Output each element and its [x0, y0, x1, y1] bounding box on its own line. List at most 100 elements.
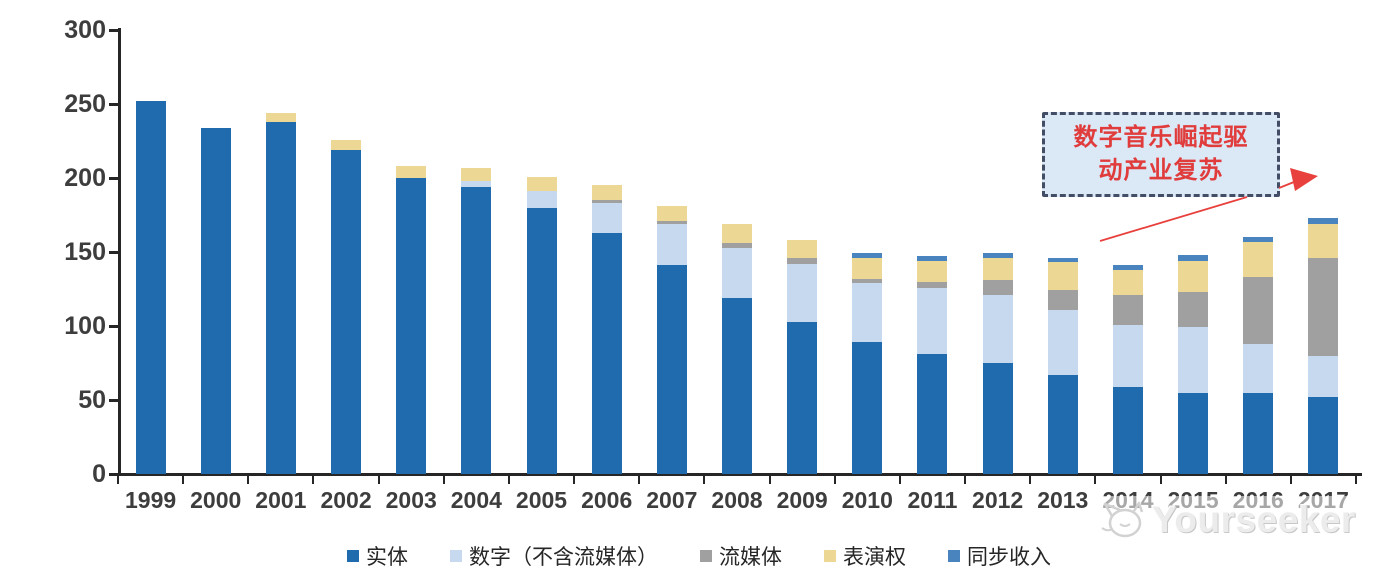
x-axis-tick	[898, 476, 901, 484]
watermark-logo-icon	[1101, 501, 1144, 538]
x-axis-label: 2002	[320, 487, 372, 513]
x-axis-tick	[768, 476, 771, 484]
bar-segment	[1112, 269, 1143, 295]
y-axis-label: 50	[78, 386, 106, 414]
bar-segment	[1308, 257, 1339, 356]
x-axis-label: 2012	[972, 487, 1024, 513]
bar-segment	[265, 112, 296, 122]
bar-segment	[1178, 327, 1209, 393]
bar-segment	[1178, 392, 1209, 474]
x-axis-tick	[1029, 476, 1032, 484]
bar-segment	[1178, 260, 1209, 292]
x-axis-tick	[442, 476, 445, 484]
bar-segment	[1112, 294, 1143, 325]
bar-segment	[656, 223, 687, 266]
bar-segment	[1047, 290, 1078, 310]
bar-segment	[656, 206, 687, 221]
bar-segment	[722, 297, 752, 474]
bar-segment	[1308, 397, 1339, 474]
bar-segment	[1243, 392, 1274, 474]
bar-segment	[1308, 217, 1339, 224]
x-axis-tick	[964, 476, 967, 484]
bar-segment	[1243, 241, 1274, 278]
legend-label: 实体	[366, 545, 408, 569]
bar-segment	[982, 257, 1013, 281]
bar-segment	[982, 253, 1013, 258]
x-axis-tick	[247, 476, 250, 484]
bar-segment	[787, 257, 818, 264]
y-axis-label: 100	[64, 312, 106, 340]
bar-segment	[1243, 237, 1274, 242]
y-axis-label: 150	[64, 238, 106, 266]
legend-label: 流媒体	[719, 545, 782, 569]
bar-segment	[852, 278, 883, 284]
bar-segment	[917, 260, 948, 282]
bar-segment	[1047, 262, 1078, 291]
x-axis-label: 2009	[776, 487, 828, 513]
x-axis-label: 2008	[711, 487, 763, 513]
y-axis-line	[118, 28, 121, 476]
watermark-text: Yourseeker	[1152, 499, 1356, 540]
bar-segment	[917, 287, 948, 355]
bar-segment	[526, 207, 557, 474]
x-axis-tick	[1289, 476, 1292, 484]
legend-item: 数字（不含流媒体）	[450, 541, 658, 571]
bar-segment	[917, 281, 948, 288]
bar-segment	[1112, 265, 1143, 270]
legend-item: 实体	[347, 541, 408, 571]
bar-segment	[917, 256, 948, 261]
bar-segment	[396, 166, 427, 178]
legend-marker	[347, 550, 359, 562]
x-axis-tick	[1224, 476, 1227, 484]
y-axis-tick	[109, 103, 118, 106]
bar-segment	[722, 247, 752, 298]
x-axis-line	[118, 473, 1362, 476]
bar-segment	[1112, 386, 1143, 474]
bar-segment	[591, 232, 622, 474]
x-axis-label: 2007	[646, 487, 698, 513]
bar-segment	[591, 185, 622, 201]
bar-segment	[1243, 343, 1274, 393]
bar-segment	[787, 263, 818, 322]
y-axis-label: 250	[64, 90, 106, 118]
x-axis-tick	[833, 476, 836, 484]
x-axis-tick	[312, 476, 315, 484]
bar-segment	[787, 240, 818, 258]
bar-segment	[591, 203, 622, 233]
bar-segment	[787, 321, 818, 474]
annotation-box: 数字音乐崛起驱 动产业复苏	[1042, 112, 1280, 197]
x-axis-label: 2001	[255, 487, 307, 513]
bar-segment	[1047, 257, 1078, 263]
bar-segment	[722, 243, 752, 248]
x-axis-label: 2000	[190, 487, 242, 513]
x-axis-tick	[1159, 476, 1162, 484]
bar-segment	[982, 294, 1013, 363]
bar-segment	[1112, 324, 1143, 387]
x-axis-tick	[638, 476, 641, 484]
y-axis-label: 300	[64, 16, 106, 44]
y-axis-tick	[109, 29, 118, 32]
x-axis-tick	[1094, 476, 1097, 484]
legend-marker	[824, 550, 836, 562]
x-axis-label: 2006	[581, 487, 633, 513]
watermark: Yourseeker	[1096, 496, 1364, 544]
x-axis-label: 2010	[841, 487, 893, 513]
y-axis-tick	[109, 325, 118, 328]
legend-marker	[700, 550, 712, 562]
legend-label: 同步收入	[967, 545, 1051, 569]
bar-segment	[591, 200, 622, 204]
bar-segment	[200, 127, 231, 474]
y-axis-tick	[109, 473, 118, 476]
x-axis-tick	[703, 476, 706, 484]
x-axis-label: 2013	[1037, 487, 1089, 513]
bar-segment	[461, 186, 492, 474]
y-axis-tick	[109, 251, 118, 254]
x-axis-label: 2003	[385, 487, 437, 513]
bar-segment	[265, 121, 296, 474]
x-axis-label: 1999	[124, 487, 177, 513]
bar-segment	[135, 101, 166, 474]
bar-segment	[1178, 291, 1209, 328]
x-axis-tick	[182, 476, 185, 484]
bar-segment	[331, 139, 362, 150]
bar-segment	[526, 176, 557, 192]
